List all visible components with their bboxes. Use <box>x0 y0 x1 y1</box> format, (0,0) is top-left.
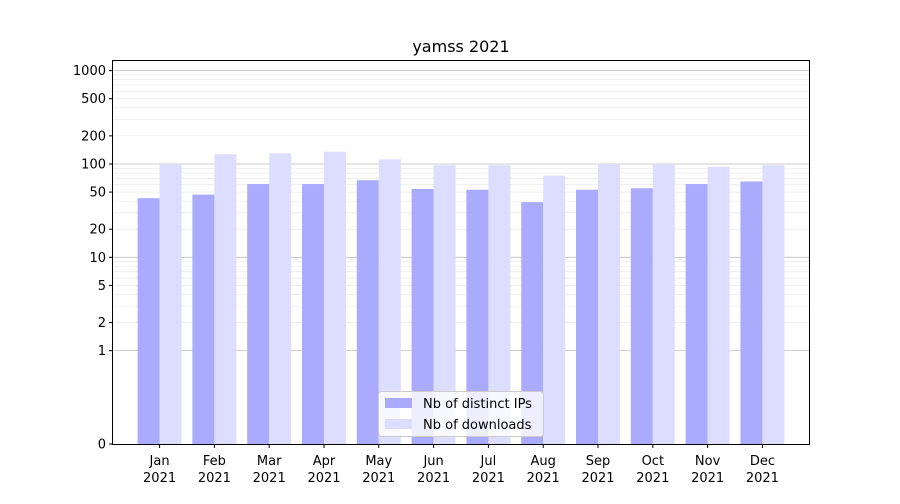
y-tick-label: 2 <box>98 316 106 331</box>
x-tick-label-month: Nov <box>695 454 721 469</box>
bar-distinct-ips <box>411 188 434 444</box>
y-tick-label: 10 <box>89 251 106 266</box>
x-tick-label-month: Aug <box>531 454 556 469</box>
x-tick-label-year: 2021 <box>581 471 614 486</box>
y-tick-label: 100 <box>81 157 106 172</box>
x-tick-label-month: Jul <box>480 454 497 469</box>
bar-distinct-ips <box>137 198 160 444</box>
bar-downloads <box>214 154 237 445</box>
bar-downloads <box>323 151 346 444</box>
y-tick-label: 20 <box>89 223 106 238</box>
bar-distinct-ips <box>630 188 653 444</box>
x-tick-label-year: 2021 <box>198 471 231 486</box>
bar-distinct-ips <box>356 180 379 445</box>
y-tick-label: 5 <box>98 279 106 294</box>
bar-downloads <box>269 153 292 444</box>
x-tick-label-year: 2021 <box>691 471 724 486</box>
legend: Nb of distinct IPs Nb of downloads <box>378 391 544 437</box>
bar-distinct-ips <box>192 194 215 444</box>
x-tick-label-year: 2021 <box>527 471 560 486</box>
bar-downloads <box>159 163 182 445</box>
chart-title: yamss 2021 <box>412 37 509 56</box>
x-tick-label-month: May <box>365 454 392 469</box>
x-tick-label-year: 2021 <box>307 471 340 486</box>
x-tick-label-month: Feb <box>203 454 226 469</box>
x-tick-label-month: Sep <box>586 454 611 469</box>
x-tick-label-month: Dec <box>750 454 775 469</box>
x-tick-label-year: 2021 <box>362 471 395 486</box>
bar-distinct-ips <box>740 181 763 444</box>
y-axis: 0 1 2 5 10 20 50 100 200 500 1000 <box>73 64 113 453</box>
x-tick-label-month: Oct <box>642 454 664 469</box>
x-tick-label-year: 2021 <box>417 471 450 486</box>
x-tick-label-year: 2021 <box>746 471 779 486</box>
bar-distinct-ips <box>685 184 708 444</box>
legend-label-downloads: Nb of downloads <box>423 418 532 433</box>
bar-downloads <box>543 175 566 444</box>
x-tick-label-month: Jan <box>149 454 170 469</box>
y-tick-label: 0 <box>98 438 106 453</box>
x-tick-label-year: 2021 <box>636 471 669 486</box>
x-tick-label-month: Apr <box>313 454 336 469</box>
y-tick-label: 200 <box>81 129 106 144</box>
x-tick-label-month: Mar <box>257 454 282 469</box>
legend-label-distinct-ips: Nb of distinct IPs <box>423 397 532 412</box>
bars <box>137 151 785 445</box>
y-tick-label: 500 <box>81 92 106 107</box>
bar-distinct-ips <box>247 184 270 444</box>
bar-downloads <box>762 165 785 445</box>
bar-distinct-ips <box>521 202 544 444</box>
y-tick-label: 50 <box>89 186 106 201</box>
bar-distinct-ips <box>576 189 599 444</box>
bar-downloads <box>488 165 511 445</box>
bar-downloads <box>598 163 621 445</box>
x-axis: Jan 2021 Feb 2021 Mar 2021 Apr 2021 May 2021 Jun 20… <box>143 444 779 486</box>
x-tick-label-year: 2021 <box>143 471 176 486</box>
x-tick-label-year: 2021 <box>472 471 505 486</box>
y-tick-label: 1000 <box>73 64 106 79</box>
legend-swatch-downloads <box>385 419 412 429</box>
y-tick-label: 1 <box>98 344 106 359</box>
plot-frame <box>112 60 810 445</box>
x-tick-label-year: 2021 <box>253 471 286 486</box>
bar-downloads <box>707 166 730 445</box>
bar-downloads <box>433 165 456 445</box>
bar-distinct-ips <box>301 184 324 444</box>
bar-distinct-ips <box>466 189 489 444</box>
x-tick-label-month: Jun <box>422 454 443 469</box>
bar-downloads <box>378 159 401 444</box>
legend-swatch-distinct-ips <box>385 398 412 408</box>
bar-downloads <box>652 163 675 445</box>
legend-box <box>378 391 544 437</box>
